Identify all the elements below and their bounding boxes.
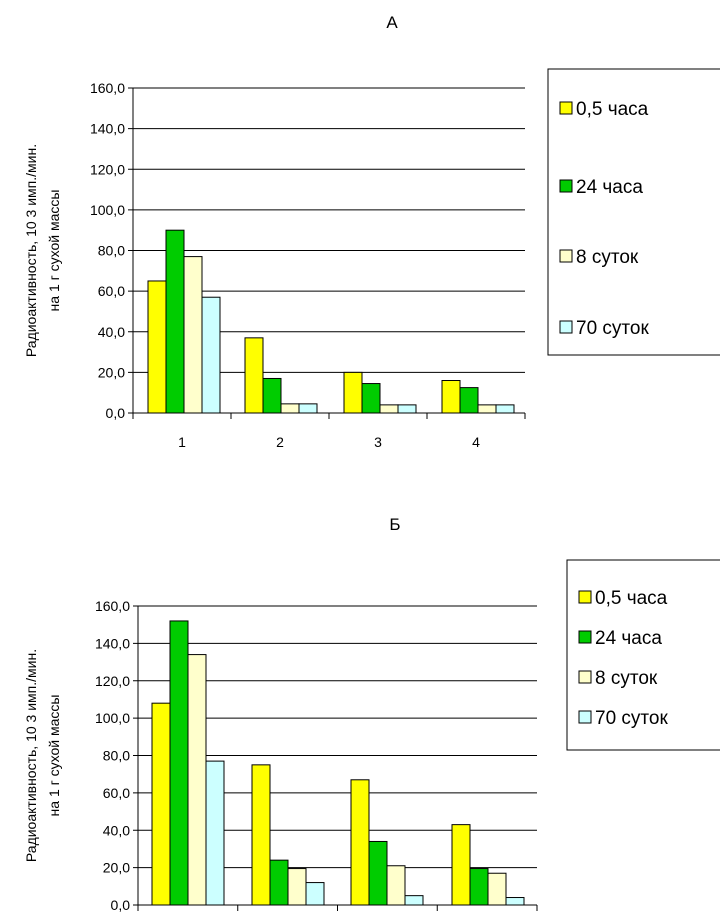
y-tick-label: 160,0 xyxy=(90,80,125,96)
bar xyxy=(151,702,171,906)
legend-swatch xyxy=(559,101,573,115)
bar xyxy=(269,859,289,906)
y-axis-label: Радиоактивность, 10 3 имп./мин. xyxy=(23,144,39,357)
chart-title: Б xyxy=(389,515,400,534)
bar xyxy=(368,840,388,906)
bar xyxy=(477,404,497,414)
bar xyxy=(441,380,461,414)
chart-2: Б 0,0 20,0 40,0 60,0 80,0 100,0 120,0 140,0 160,0… xyxy=(23,515,720,913)
x-tick-label: 3 xyxy=(374,434,382,450)
legend-swatch xyxy=(559,179,573,193)
bar xyxy=(298,403,318,414)
chart-title: А xyxy=(386,13,398,32)
bar xyxy=(201,296,221,414)
legend-label: 70 суток xyxy=(595,708,668,729)
legend-swatch xyxy=(559,320,573,334)
legend-box xyxy=(566,559,720,751)
bar xyxy=(343,371,363,414)
bar xyxy=(305,882,325,906)
bar xyxy=(280,403,300,414)
legend-swatch xyxy=(578,710,592,724)
y-tick-label: 20,0 xyxy=(103,860,130,876)
legend-box xyxy=(547,68,720,356)
legend-label: 0,5 часа xyxy=(576,99,649,120)
x-tick-label: 2 xyxy=(276,434,284,450)
bar xyxy=(397,404,417,414)
bar xyxy=(147,280,167,414)
bar xyxy=(262,377,282,414)
legend-swatch xyxy=(578,590,592,604)
y-axis-label-line2: на 1 г сухой массы xyxy=(46,695,62,817)
legend-swatch xyxy=(578,670,592,684)
y-tick-label: 120,0 xyxy=(90,161,125,177)
bar xyxy=(487,872,507,906)
bar xyxy=(505,897,525,906)
y-tick-label: 120,0 xyxy=(95,673,130,689)
bar xyxy=(244,337,264,414)
y-tick-label: 100,0 xyxy=(95,710,130,726)
bar xyxy=(350,779,370,906)
bar xyxy=(165,229,185,414)
legend-label: 0,5 часа xyxy=(595,588,668,609)
y-tick-label: 80,0 xyxy=(98,243,125,259)
bar xyxy=(379,404,399,414)
x-tick-label: 1 xyxy=(178,434,186,450)
legend-label: 8 суток xyxy=(595,668,658,689)
y-tick-label: 0,0 xyxy=(111,897,131,913)
bar xyxy=(251,764,271,906)
legend-label: 24 часа xyxy=(576,177,643,198)
y-axis-label: Радиоактивность, 10 3 имп./мин. xyxy=(23,649,39,862)
bar xyxy=(169,620,189,906)
y-tick-label: 140,0 xyxy=(90,121,125,137)
legend: 0,5 часа 24 часа 8 суток 70 суток xyxy=(547,68,720,356)
bar xyxy=(451,824,471,906)
y-tick-label: 0,0 xyxy=(106,405,126,421)
y-tick-label: 40,0 xyxy=(103,822,130,838)
bar xyxy=(205,760,225,906)
bar xyxy=(287,868,307,906)
bar xyxy=(183,256,203,414)
y-tick-label: 140,0 xyxy=(95,635,130,651)
legend-label: 70 суток xyxy=(576,318,649,339)
bar xyxy=(469,868,489,906)
y-tick-label: 100,0 xyxy=(90,202,125,218)
bar xyxy=(495,404,515,414)
chart-1: А 0,0 20,0 40,0 60,0 80,0 100,0 120,0 140,0 160,0… xyxy=(23,13,720,450)
bar xyxy=(386,865,406,906)
y-axis-label-line2: на 1 г сухой массы xyxy=(46,190,62,312)
legend-label: 8 суток xyxy=(576,247,639,268)
legend-label: 24 часа xyxy=(595,628,662,649)
y-tick-label: 160,0 xyxy=(95,598,130,614)
y-tick-label: 60,0 xyxy=(103,785,130,801)
x-tick-label: 4 xyxy=(472,434,480,450)
bar xyxy=(187,654,207,906)
y-tick-label: 40,0 xyxy=(98,324,125,340)
bar xyxy=(361,383,381,414)
legend-swatch xyxy=(559,249,573,263)
y-tick-label: 60,0 xyxy=(98,283,125,299)
y-tick-label: 20,0 xyxy=(98,364,125,380)
bar xyxy=(459,387,479,414)
y-tick-label: 80,0 xyxy=(103,748,130,764)
legend-swatch xyxy=(578,630,592,644)
bar xyxy=(404,895,424,906)
legend: 0,5 часа 24 часа 8 суток 70 суток xyxy=(566,559,720,751)
